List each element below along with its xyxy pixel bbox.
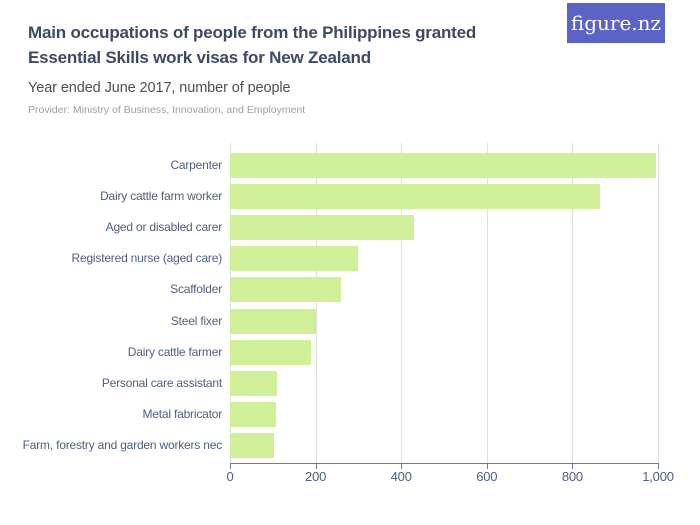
category-label: Farm, forestry and garden workers nec <box>22 437 223 452</box>
x-axis-tick <box>401 463 403 469</box>
bar-row: Carpenter <box>0 153 700 178</box>
bar-row: Personal care assistant <box>0 370 700 396</box>
x-axis-tick-label: 600 <box>476 469 498 484</box>
bar-row: Aged or disabled carer <box>0 215 700 241</box>
category-label: Steel fixer <box>170 313 222 328</box>
page-title-line-2: Essential Skills work visas for New Zeal… <box>28 48 371 67</box>
category-label: Metal fabricator <box>142 406 223 421</box>
x-axis-line <box>230 463 659 464</box>
x-axis-tick-label: 400 <box>390 469 412 484</box>
bar-row: Farm, forestry and garden workers nec <box>0 432 700 458</box>
gridline <box>486 143 488 463</box>
bar <box>230 153 656 178</box>
category-label: Registered nurse (aged care) <box>71 251 223 266</box>
bar-row: Dairy cattle farmer <box>0 339 700 365</box>
category-label: Aged or disabled carer <box>105 220 223 235</box>
provider-note: Provider: Ministry of Business, Innovati… <box>28 104 306 116</box>
bar <box>230 432 274 458</box>
x-axis-tick-label: 200 <box>305 469 327 484</box>
gridline <box>658 143 659 463</box>
category-label: Carpenter <box>170 158 222 172</box>
bar <box>230 277 342 303</box>
x-axis-tick <box>315 463 317 469</box>
gridline <box>315 143 317 463</box>
category-label: Dairy cattle farmer <box>127 344 222 359</box>
gridline <box>230 143 231 463</box>
page-title-line-1: Main occupations of people from the Phil… <box>28 23 477 42</box>
x-axis-tick <box>572 463 574 469</box>
category-label: Dairy cattle farm worker <box>100 189 222 204</box>
gridline <box>401 143 403 463</box>
bar-row: Metal fabricator <box>0 401 700 427</box>
figure-nz-logo[interactable]: figure.nz <box>567 3 665 43</box>
bar-row: Registered nurse (aged care) <box>0 246 700 272</box>
gridline <box>572 143 574 463</box>
category-label: Personal care assistant <box>101 375 222 390</box>
bar <box>230 184 601 210</box>
page-title: Main occupations of people from the Phil… <box>28 20 476 70</box>
bar <box>230 308 316 334</box>
bar-row: Scaffolder <box>0 277 700 303</box>
category-label: Scaffolder <box>170 282 222 297</box>
bar-row: Dairy cattle farm worker <box>0 184 700 210</box>
plot-area <box>230 143 659 463</box>
x-axis-tick-label: 1,000 <box>642 469 674 484</box>
bar <box>230 370 278 396</box>
bar <box>230 401 277 427</box>
bar <box>230 339 312 365</box>
bar <box>230 246 359 272</box>
bar <box>230 215 415 241</box>
x-axis-tick-label: 0 <box>226 469 234 484</box>
x-axis-tick-label: 800 <box>561 469 583 484</box>
x-axis-tick <box>658 463 659 469</box>
chart-subtitle: Year ended June 2017, number of people <box>28 80 291 96</box>
bar-row: Steel fixer <box>0 308 700 334</box>
x-axis-tick <box>230 463 231 469</box>
x-axis-tick <box>486 463 488 469</box>
